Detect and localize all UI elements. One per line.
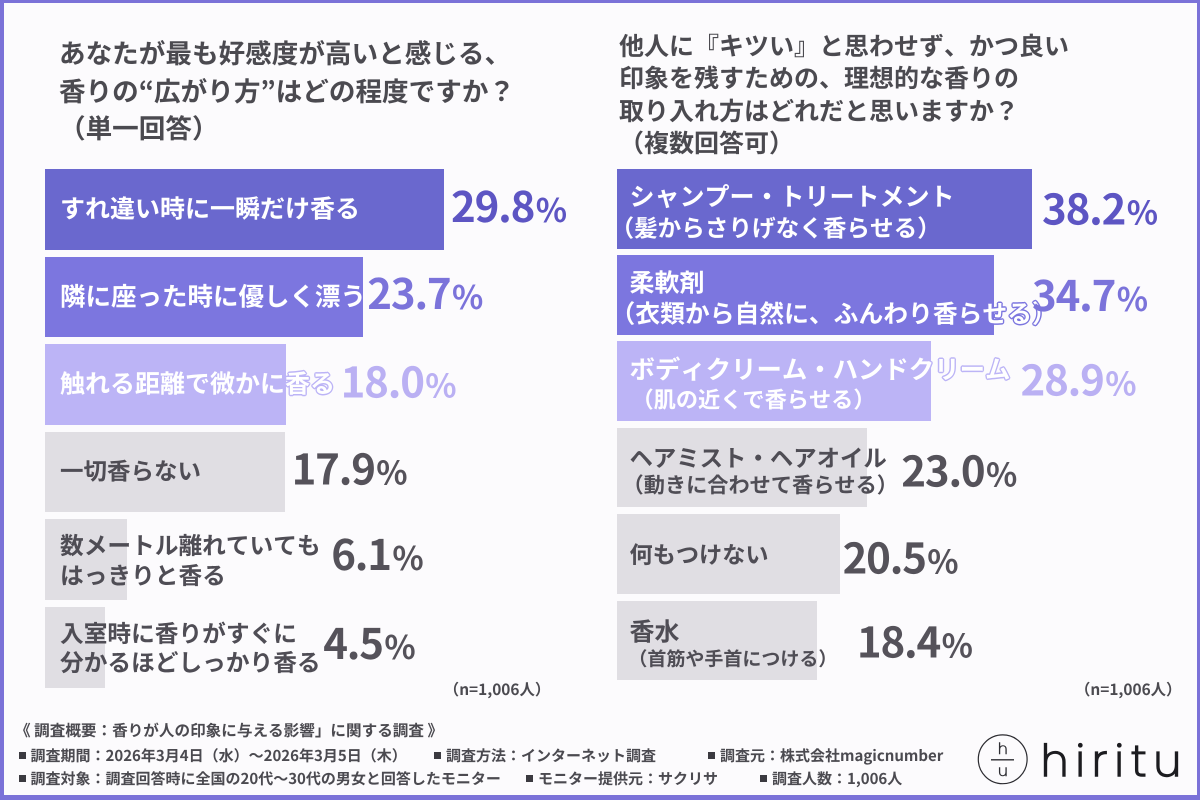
svg-text:h: h (998, 739, 1008, 760)
svg-text:u: u (998, 761, 1008, 782)
